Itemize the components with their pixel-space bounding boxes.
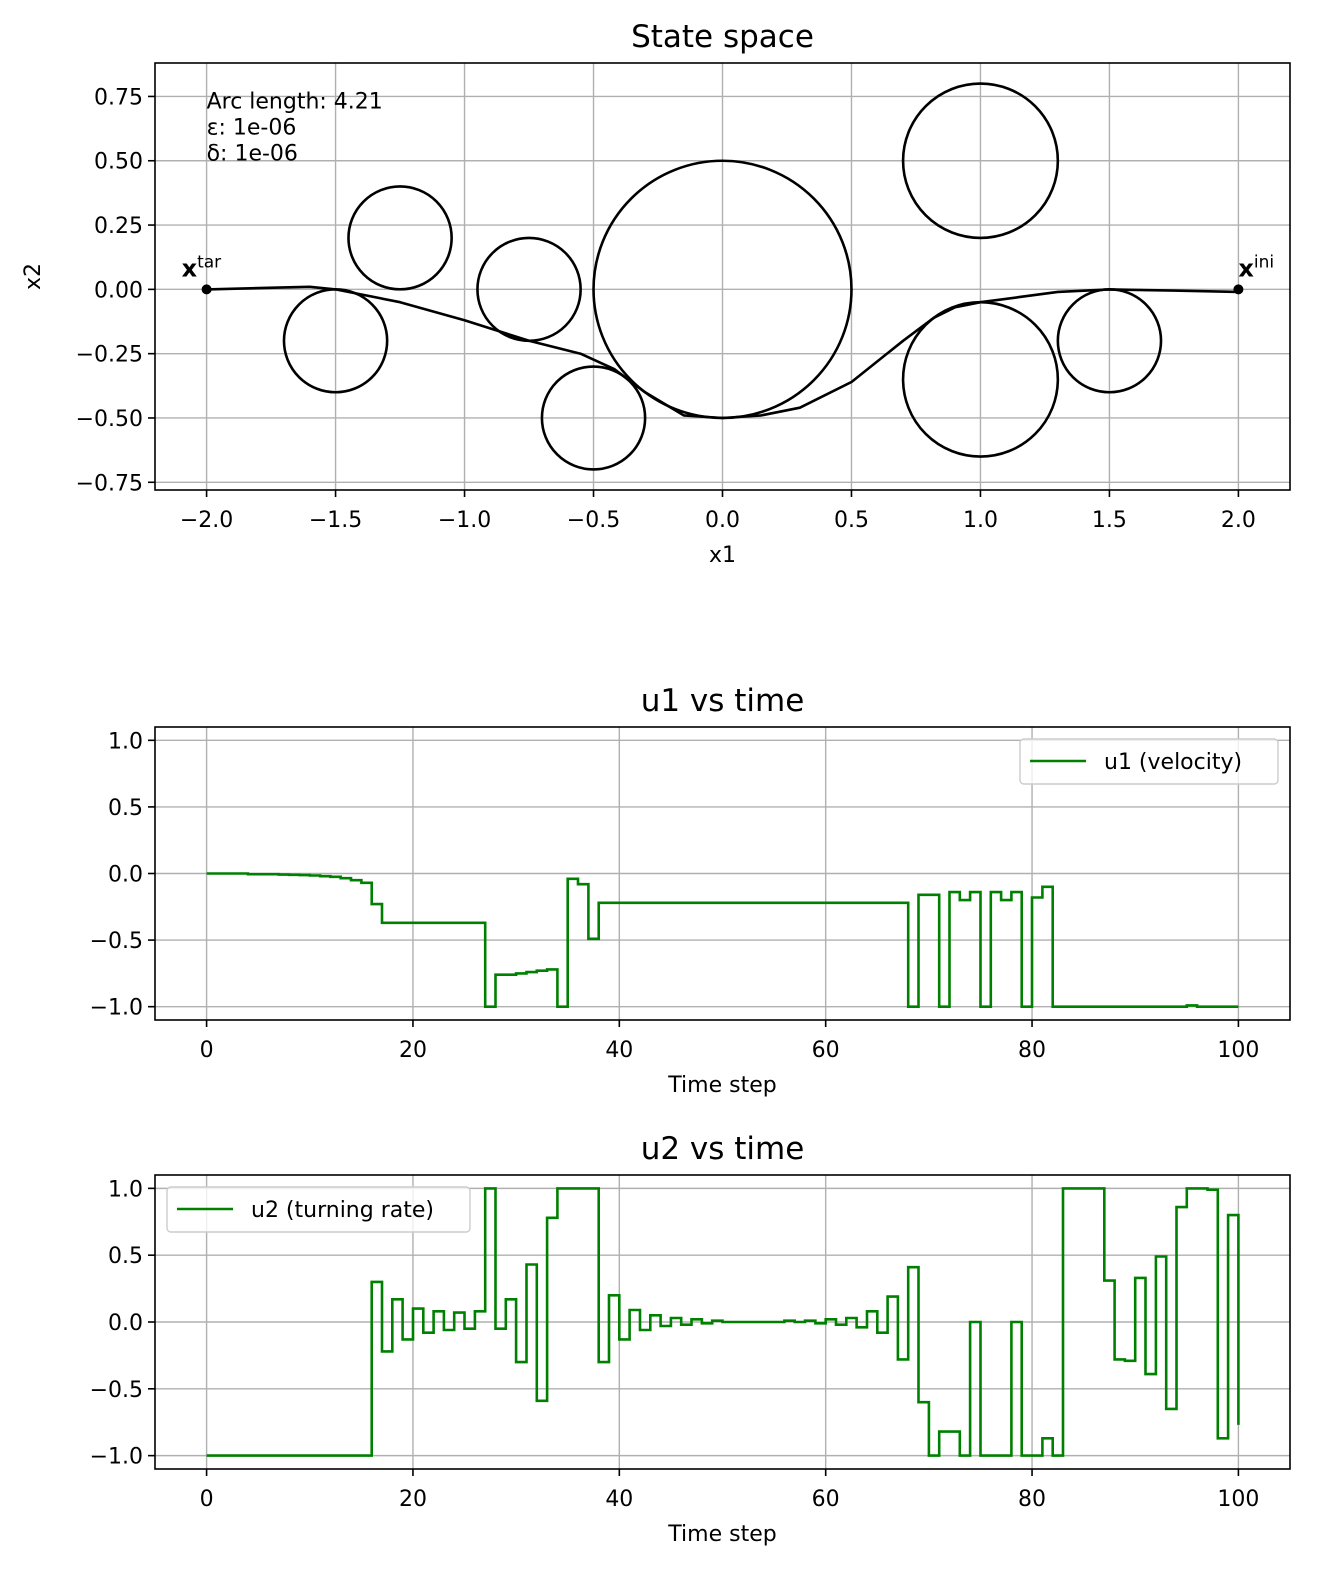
x-tick-label: 40 (605, 1038, 633, 1063)
chart-3: 0 20 40 60 80 100 1.0 0.5 0.0 −0.5 −1.0 u2 vs time T… (90, 1131, 1291, 1547)
x-tick-label: 1.0 (963, 508, 998, 533)
plot-area (206, 1187, 1240, 1457)
x-tick-label: 40 (605, 1487, 633, 1512)
legend-label: u1 (velocity) (1104, 750, 1242, 775)
endpoint-marker (201, 284, 212, 295)
x-tick-label: 80 (1018, 1038, 1046, 1063)
y-tick-label: 0.25 (94, 214, 143, 239)
y-tick-label: 0.5 (108, 1244, 143, 1269)
series-line (206, 1187, 1240, 1457)
x-tick-label: 2.0 (1221, 508, 1256, 533)
obstacle-circle (540, 365, 647, 471)
y-tick-label: −0.50 (76, 407, 143, 432)
y-tick-label: −0.5 (90, 929, 143, 954)
y-tick-label: 1.0 (108, 1177, 143, 1202)
y-tick-label: −0.25 (76, 343, 143, 368)
annotation-text: Arc length: 4.21 (207, 89, 383, 114)
chart-1: −2.0 −1.5 −1.0 −0.5 0.0 0.5 1.0 1.5 2.0 −0.75 −0.5… (21, 19, 1291, 568)
endpoint-label: xtar (182, 252, 222, 282)
x-tick-label: 0 (200, 1487, 214, 1512)
series-line (206, 872, 1239, 1008)
axes-frame (154, 62, 1291, 491)
y-axis-label: x2 (21, 263, 46, 290)
obstacle-circle (347, 185, 453, 291)
x-tick-label: −1.0 (438, 508, 491, 533)
x-tick-label: 20 (399, 1487, 427, 1512)
plot-area (206, 872, 1239, 1008)
y-tick-label: −0.75 (76, 471, 143, 496)
axes-frame (154, 726, 1291, 1021)
x-tick-label: 100 (1217, 1487, 1259, 1512)
y-tick-label: 0.50 (94, 150, 143, 175)
chart-title: State space (631, 19, 814, 55)
y-tick-label: −1.0 (90, 1445, 143, 1470)
y-tick-label: 0.0 (108, 1311, 143, 1336)
x-tick-label: 100 (1217, 1038, 1259, 1063)
x-tick-label: 0.5 (834, 508, 869, 533)
axes-frame (154, 1174, 1291, 1470)
chart-title: u1 vs time (641, 683, 805, 719)
y-tick-label: −1.0 (90, 996, 143, 1021)
y-tick-label: 1.0 (108, 729, 143, 754)
x-tick-label: −2.0 (180, 508, 233, 533)
obstacle-circle (901, 82, 1060, 240)
x-tick-label: 0 (200, 1038, 214, 1063)
y-tick-label: 0.00 (94, 278, 143, 303)
annotation-text: δ: 1e-06 (207, 141, 298, 166)
legend-box (1019, 738, 1279, 785)
x-tick-label: 0.0 (705, 508, 740, 533)
annotation-text: ε: 1e-06 (207, 115, 297, 140)
y-tick-label: −0.5 (90, 1378, 143, 1403)
y-tick-label: 0.0 (108, 863, 143, 888)
x-tick-label: −0.5 (567, 508, 620, 533)
plot-area (206, 82, 1239, 471)
trajectory-line (206, 285, 1239, 420)
x-axis-label: x1 (709, 543, 736, 568)
x-axis-label: Time step (667, 1522, 776, 1547)
endpoint-label: xini (1238, 252, 1274, 282)
endpoint-marker (1233, 284, 1244, 295)
chart-2: 0 20 40 60 80 100 1.0 0.5 0.0 −0.5 −1.0 u1 vs time T… (90, 683, 1291, 1098)
chart-title: u2 vs time (641, 1131, 805, 1167)
legend-label: u2 (turning rate) (251, 1198, 434, 1223)
x-tick-label: 80 (1018, 1487, 1046, 1512)
y-tick-label: 0.75 (94, 85, 143, 110)
x-tick-label: 60 (812, 1038, 840, 1063)
x-tick-label: 1.5 (1092, 508, 1127, 533)
legend-box (166, 1186, 471, 1233)
x-tick-label: 20 (399, 1038, 427, 1063)
x-tick-label: −1.5 (309, 508, 362, 533)
y-tick-label: 0.5 (108, 796, 143, 821)
x-axis-label: Time step (667, 1073, 776, 1098)
x-tick-label: 60 (812, 1487, 840, 1512)
